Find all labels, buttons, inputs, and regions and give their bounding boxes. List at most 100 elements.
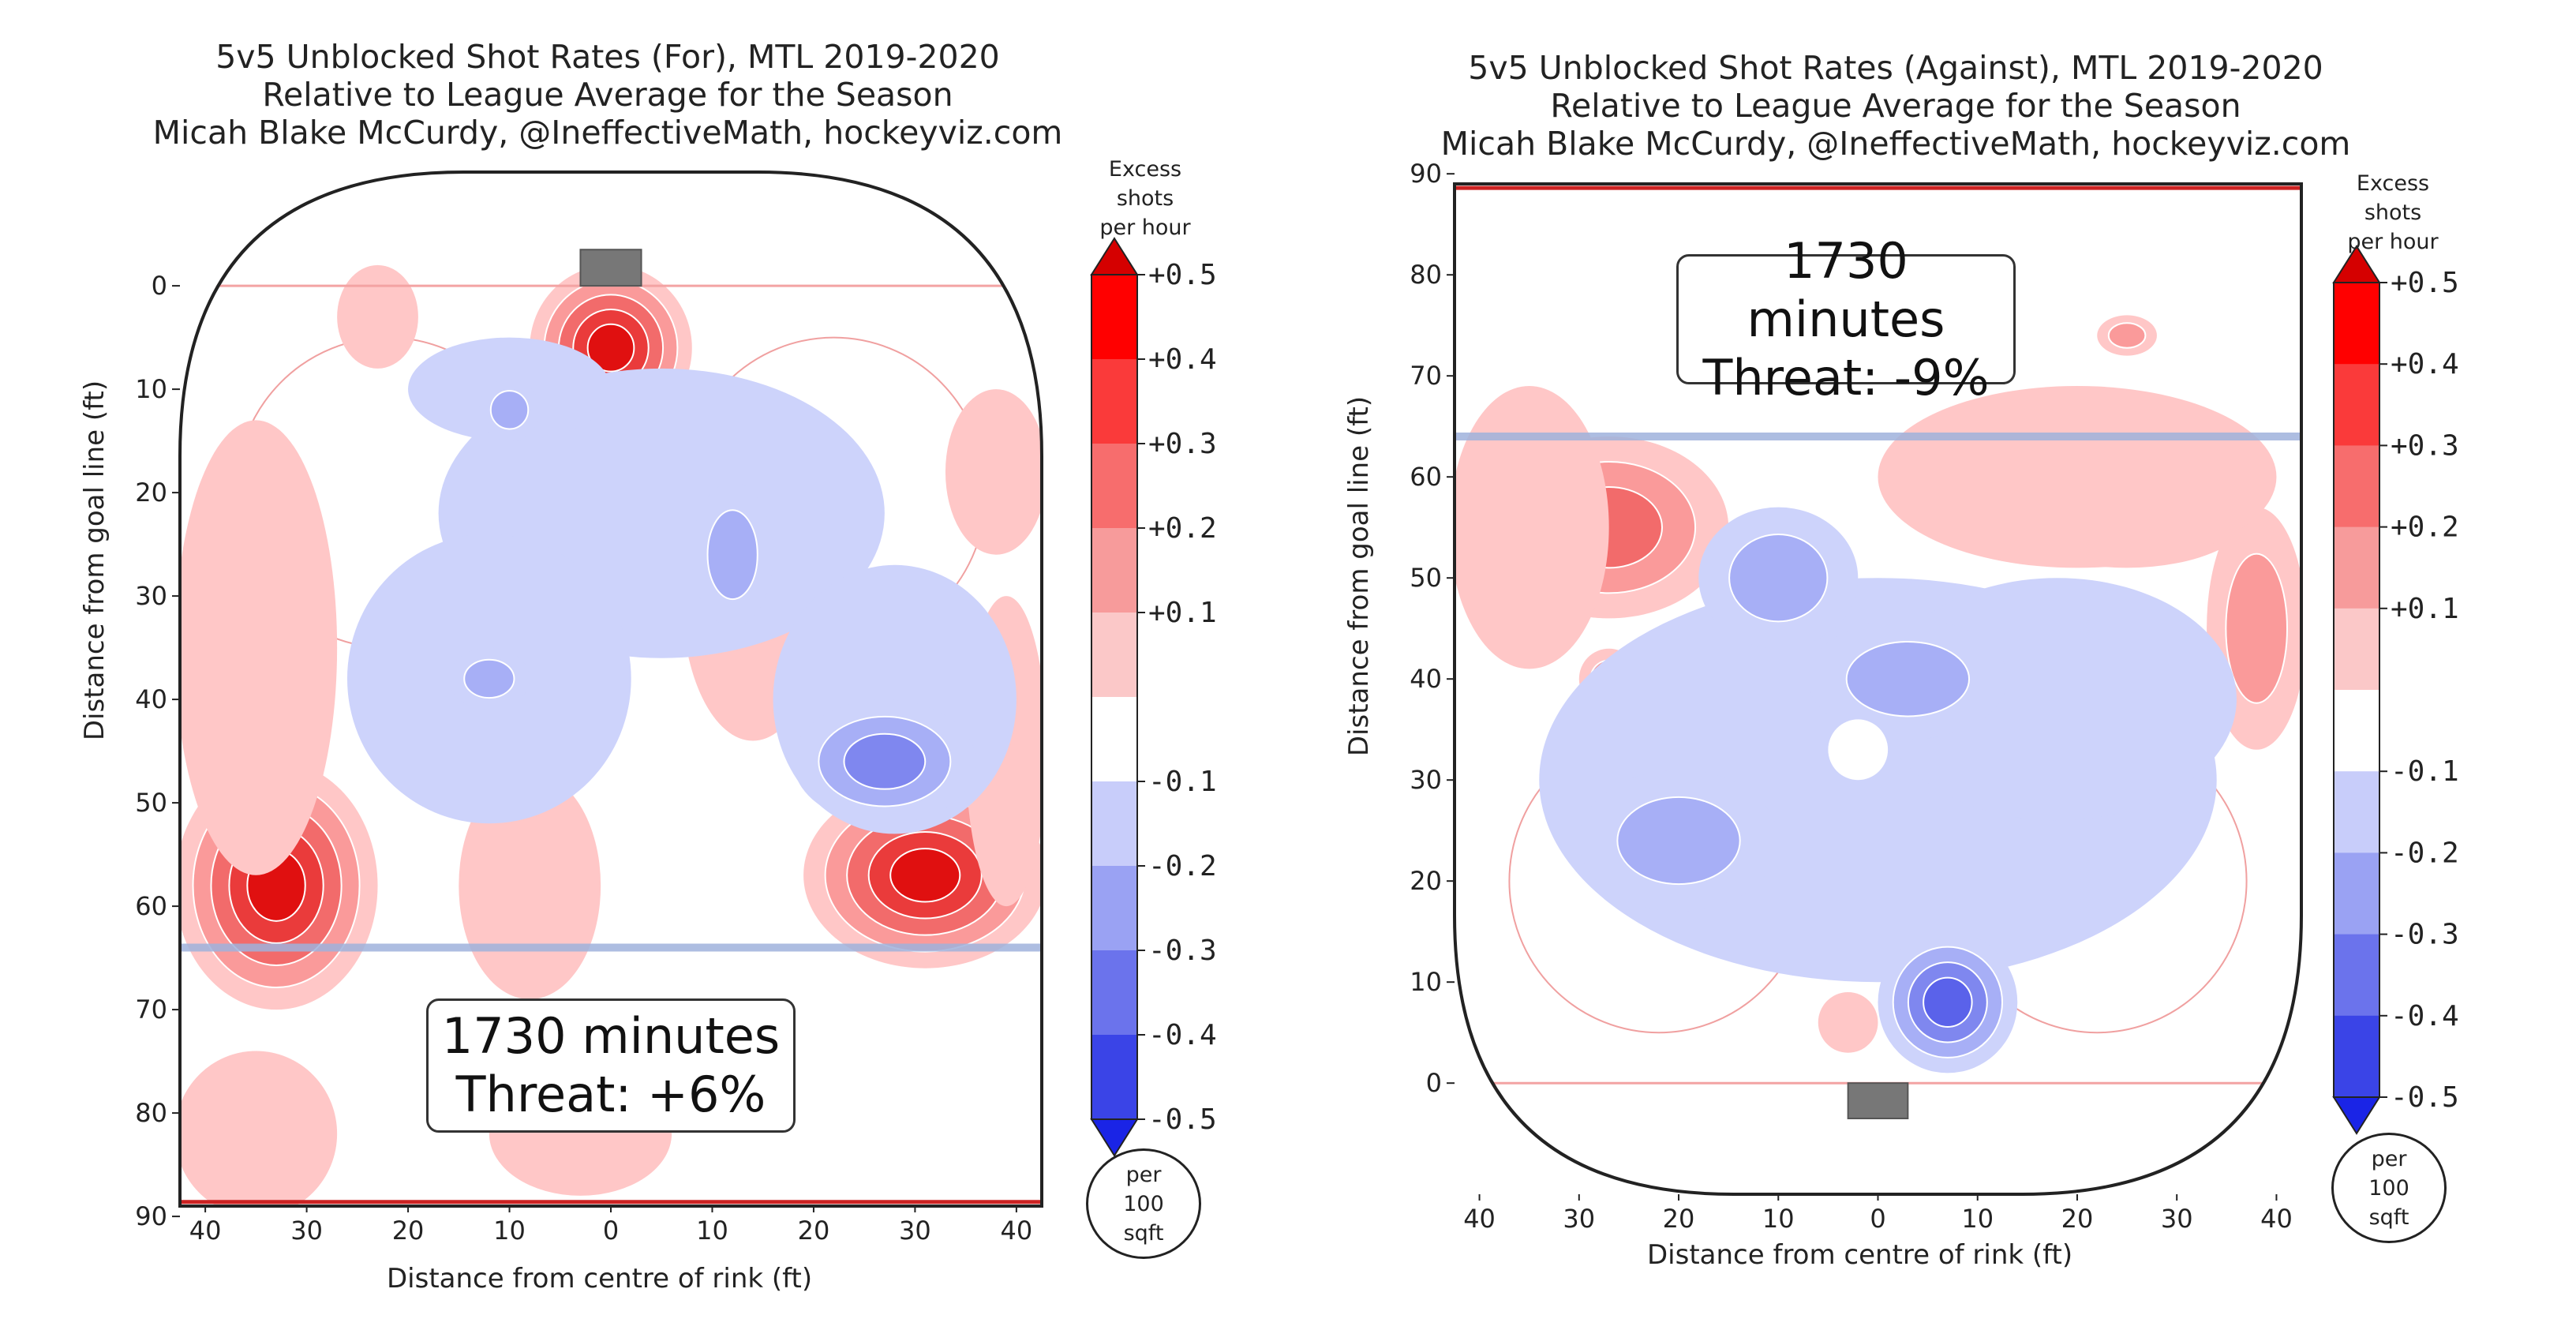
x-tick-label: 40 xyxy=(2260,1204,2293,1234)
heat-blob xyxy=(1828,719,1889,781)
x-tick-label: 10 xyxy=(696,1216,728,1246)
colorbar-tick-label: +0.2 xyxy=(1148,512,1217,545)
y-tick-label: 30 xyxy=(135,581,167,611)
colorbar-segment xyxy=(1091,1035,1137,1120)
heat-blob xyxy=(843,732,927,790)
heat-blob xyxy=(586,323,635,373)
colorbar-tick-label: -0.1 xyxy=(1148,766,1217,798)
y-tick-label: 60 xyxy=(1410,462,1442,492)
goal-net xyxy=(579,249,642,287)
rink-boards xyxy=(1453,182,2303,1196)
x-tick-label: 20 xyxy=(2061,1204,2094,1234)
minutes-label: 1730 minutes xyxy=(1747,231,1945,348)
heat-blob xyxy=(1728,534,1829,623)
heat-blob xyxy=(889,848,961,903)
colorbar-segment xyxy=(2334,608,2379,691)
x-tick-label: 10 xyxy=(1762,1204,1795,1234)
colorbar-tick-label: -0.4 xyxy=(1148,1019,1217,1051)
heat-blob xyxy=(337,264,418,369)
y-tick-label: 90 xyxy=(1410,159,1442,189)
y-tick-label: 40 xyxy=(135,684,167,714)
colorbar-tick-label: -0.5 xyxy=(1148,1103,1217,1136)
heat-blob xyxy=(463,658,515,699)
colorbar-tick-label: -0.4 xyxy=(2391,1000,2459,1032)
colorbar-segment xyxy=(2334,690,2379,773)
chart-credit: Micah Blake McCurdy, @IneffectiveMath, h… xyxy=(152,114,1063,152)
heat-blob xyxy=(945,389,1042,555)
x-tick-label: 0 xyxy=(1870,1204,1885,1234)
colorbar-frame xyxy=(1091,274,1138,1120)
colorbar-arrow-top xyxy=(1090,237,1139,275)
y-tick-label: 50 xyxy=(135,788,167,818)
colorbar-tick-label: -0.1 xyxy=(2391,755,2459,788)
colorbar-segment xyxy=(2334,1015,2379,1098)
colorbar-tick-label: +0.3 xyxy=(2391,429,2459,462)
heatmap-field xyxy=(180,172,1042,1206)
colorbar-segment xyxy=(2334,526,2379,609)
y-tick-label: 0 xyxy=(1426,1068,1442,1098)
colorbar-tick-label: +0.1 xyxy=(1148,597,1217,629)
y-tick-label: 20 xyxy=(135,478,167,508)
y-tick-label: 90 xyxy=(135,1201,167,1231)
y-tick-label: 0 xyxy=(152,271,167,301)
minutes-label: 1730 minutes xyxy=(441,1007,781,1065)
x-tick-label: 40 xyxy=(1463,1204,1496,1234)
x-tick-label: 20 xyxy=(1663,1204,1695,1234)
x-axis-label: Distance from centre of rink (ft) xyxy=(1647,1239,2073,1271)
y-tick-label: 10 xyxy=(135,374,167,404)
rink-boards xyxy=(178,170,1043,1208)
colorbar-tick-label: -0.3 xyxy=(1148,935,1217,967)
heat-blob xyxy=(1818,992,1878,1053)
colorbar-title: Excess shots per hour xyxy=(2347,171,2439,254)
heat-blob xyxy=(2107,322,2147,349)
rink-heatmap-against: 40 30 20 10 0 10 20 30 40 0 10 20 30 40 50 60 70 80 90 +0.5… xyxy=(1410,159,2459,1234)
colorbar-segment xyxy=(1091,275,1137,360)
x-tick-label: 0 xyxy=(603,1216,619,1246)
heat-blob xyxy=(489,390,530,430)
colorbar-segment xyxy=(2334,934,2379,1017)
colorbar-tick-label: +0.3 xyxy=(1148,428,1217,460)
colorbar-segment xyxy=(1091,613,1137,698)
chart-panel-for: 5v5 Unblocked Shot Rates (For), MTL 2019… xyxy=(0,38,1217,1294)
heat-blob xyxy=(1455,386,1609,669)
colorbar-segment xyxy=(1091,697,1137,782)
heat-blob xyxy=(1845,640,1971,717)
heat-blob xyxy=(459,771,601,999)
heat-blob xyxy=(180,1051,338,1206)
colorbar-segment xyxy=(1091,866,1137,951)
x-tick-label: 10 xyxy=(1961,1204,1994,1234)
colorbar-tick-label: +0.2 xyxy=(2391,511,2459,544)
colorbar-segment xyxy=(2334,283,2379,365)
x-tick-label: 20 xyxy=(798,1216,830,1246)
colorbar-segment xyxy=(2334,445,2379,528)
colorbar-tick-label: -0.2 xyxy=(1148,850,1217,882)
x-tick-label: 40 xyxy=(189,1216,222,1246)
heatmap-field xyxy=(1455,184,2301,1194)
colorbar-segment xyxy=(1091,359,1137,444)
heat-blob xyxy=(1878,386,2277,568)
heat-blob xyxy=(1923,976,1973,1028)
chart-credit: Micah Blake McCurdy, @IneffectiveMath, h… xyxy=(1440,125,2351,163)
x-tick-label: 40 xyxy=(1001,1216,1033,1246)
y-tick-label: 10 xyxy=(1410,967,1442,997)
threat-label: Threat: -9% xyxy=(1702,348,1990,406)
y-tick-label: 70 xyxy=(1410,361,1442,391)
chart-title-block: 5v5 Unblocked Shot Rates (For), MTL 2019… xyxy=(0,38,1215,152)
colorbar-frame xyxy=(2333,282,2380,1098)
y-tick-label: 30 xyxy=(1410,765,1442,795)
colorbar-units: per 100 sqft xyxy=(2331,1133,2447,1243)
y-tick-label: 60 xyxy=(135,891,167,921)
y-tick-label: 20 xyxy=(1410,866,1442,896)
colorbar-segment xyxy=(1091,528,1137,613)
goal-net xyxy=(1847,1082,1909,1119)
heat-blob xyxy=(180,420,338,875)
colorbar-tick-label: +0.5 xyxy=(2391,267,2459,299)
threat-annotation: 1730 minutes Threat: -9% xyxy=(1676,232,2016,406)
colorbar-tick-label: -0.5 xyxy=(2391,1081,2459,1114)
chart-panel-against: 5v5 Unblocked Shot Rates (Against), MTL … xyxy=(1288,0,2576,1330)
colorbar-tick-label: -0.2 xyxy=(2391,837,2459,869)
colorbar-arrow-bottom xyxy=(2332,1096,2381,1135)
chart-title: 5v5 Unblocked Shot Rates (For), MTL 2019… xyxy=(215,38,1000,76)
colorbar-tick-label: +0.5 xyxy=(1148,259,1217,291)
heat-blob xyxy=(706,509,758,601)
